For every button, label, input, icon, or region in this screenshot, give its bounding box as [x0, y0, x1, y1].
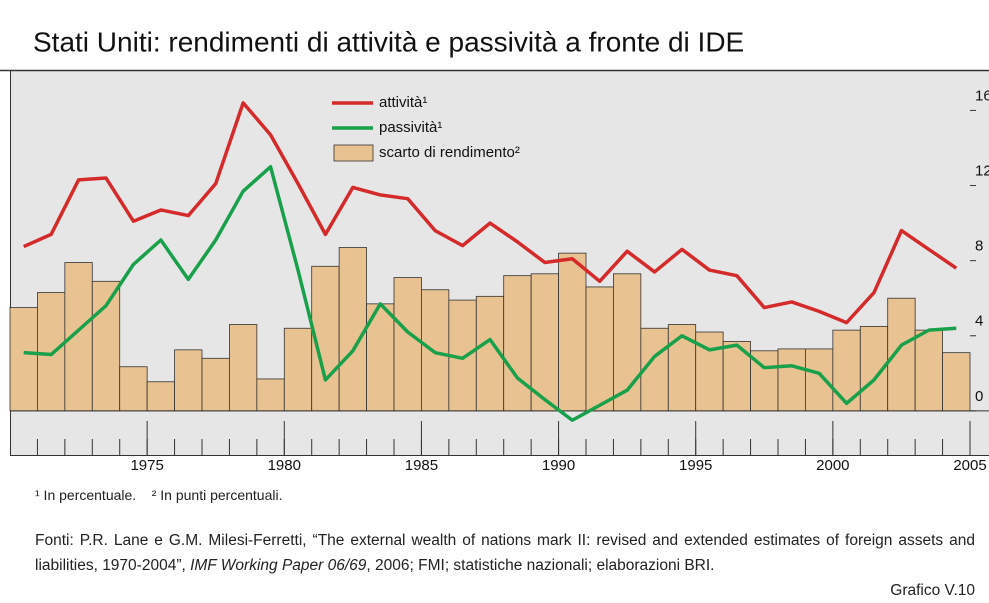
- bar: [91, 280, 121, 412]
- footnote: ¹ In percentuale.: [35, 487, 137, 503]
- bar: [558, 252, 587, 412]
- bar: [174, 349, 203, 412]
- y-tick-label: 4: [975, 313, 983, 330]
- x-tick-label: 1990: [542, 457, 575, 474]
- bar: [585, 286, 614, 412]
- x-tick-label: 1980: [268, 457, 301, 474]
- sources-text: , 2006; FMI; statistiche nazionali; elab…: [366, 557, 715, 574]
- bar: [201, 357, 230, 412]
- bar: [421, 289, 450, 412]
- bar: [805, 348, 834, 412]
- x-tick-label: 1995: [679, 457, 712, 474]
- line-series: [23, 101, 958, 325]
- x-tick-label: 1985: [405, 457, 438, 474]
- sources-italic: IMF Working Paper 06/69: [190, 557, 367, 574]
- bar: [256, 378, 285, 412]
- x-tick-label: 2000: [816, 457, 849, 474]
- x-tick-label: 1975: [130, 457, 163, 474]
- bar: [832, 329, 861, 412]
- bar: [146, 381, 175, 412]
- chart-title: Stati Uniti: rendimenti di attività e pa…: [33, 26, 744, 57]
- bar: [229, 324, 258, 412]
- bar: [37, 292, 66, 412]
- y-tick-label: 8: [975, 238, 983, 255]
- bar: [338, 247, 367, 412]
- bar: [283, 327, 313, 412]
- chart: Stati Uniti: rendimenti di attività e pa…: [0, 26, 989, 474]
- legend-label: attività¹: [379, 94, 427, 111]
- x-tick-label: 2005: [953, 457, 986, 474]
- bar: [503, 275, 532, 412]
- legend-label: passività¹: [379, 119, 442, 136]
- bar: [393, 277, 422, 412]
- sources: Fonti: P.R. Lane e G.M. Milesi-Ferretti,…: [35, 528, 975, 578]
- bar: [914, 329, 943, 412]
- footnotes: ¹ In percentuale. ² In punti percentuali…: [35, 487, 282, 503]
- y-tick-label: 12: [975, 163, 989, 180]
- legend-swatch: [333, 144, 374, 162]
- legend-label: scarto di rendimento²: [379, 144, 520, 161]
- sources-text: Fonti: P.R. Lane e G.M. Milesi-Ferretti,…: [35, 532, 975, 574]
- bar: [530, 273, 559, 412]
- bar: [9, 307, 38, 412]
- y-tick-label: 16: [975, 87, 989, 104]
- bar: [777, 348, 806, 412]
- bar: [942, 352, 971, 412]
- line-series: [23, 165, 957, 423]
- footnote: ² In punti percentuali.: [151, 487, 283, 503]
- bar: [119, 366, 148, 412]
- figure-label: Grafico V.10: [890, 582, 975, 599]
- y-tick-label: 0: [975, 388, 983, 405]
